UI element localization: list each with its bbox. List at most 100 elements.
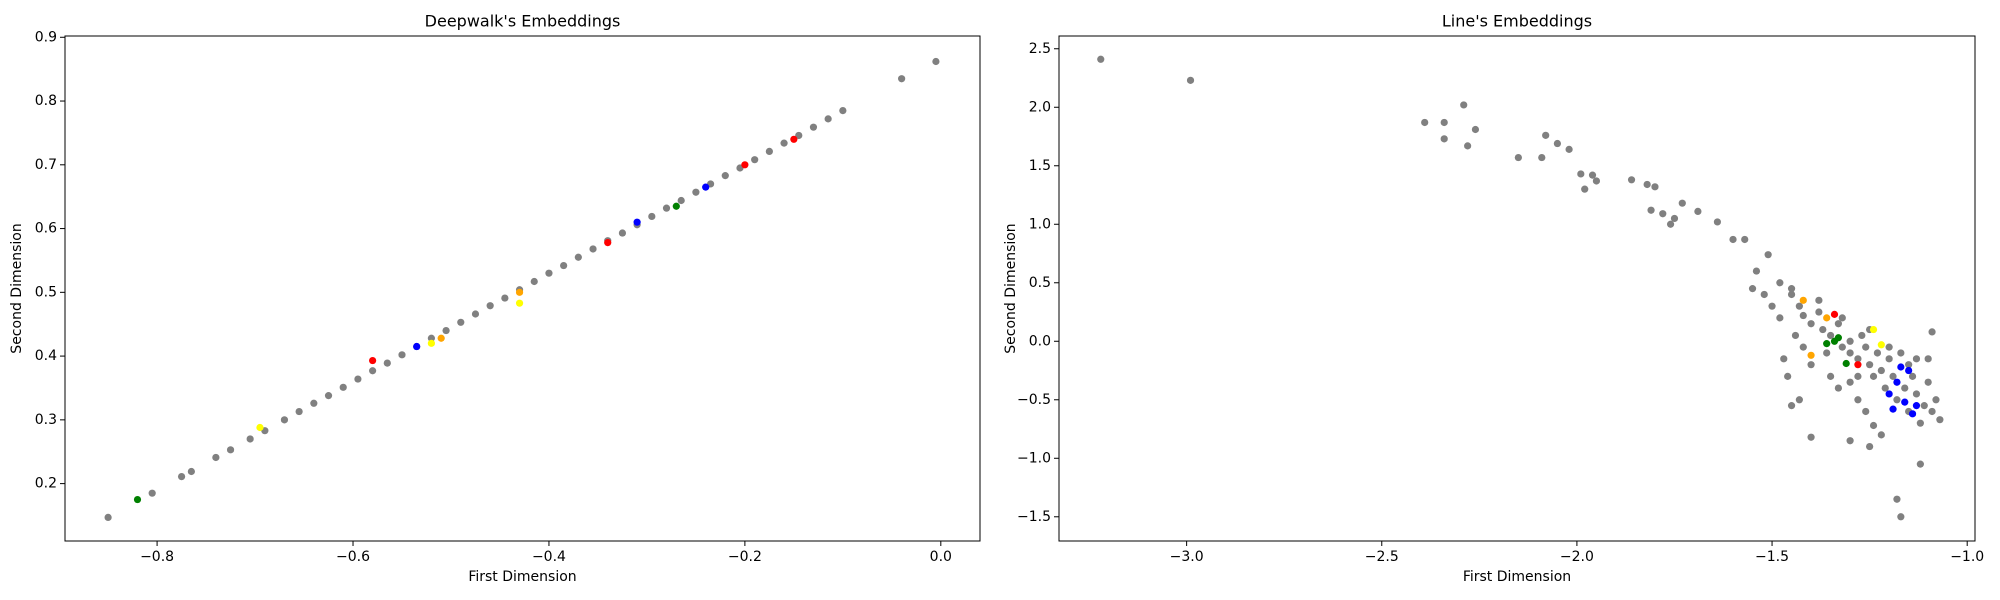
point	[515, 288, 524, 296]
point	[1678, 199, 1686, 207]
point	[1928, 328, 1936, 336]
point	[1651, 183, 1659, 191]
y-tick-label: 0.8	[35, 93, 57, 109]
points	[1097, 55, 1944, 521]
point	[1784, 372, 1792, 380]
point	[1815, 308, 1823, 316]
point	[1421, 118, 1429, 127]
point	[398, 351, 406, 359]
point	[530, 277, 538, 286]
x-tick-label: −1.0	[1950, 549, 1984, 565]
point	[1924, 355, 1932, 363]
point	[1869, 421, 1878, 430]
point	[1787, 285, 1796, 293]
y-tick-label: −0.5	[1017, 392, 1051, 408]
point	[1877, 366, 1885, 375]
point	[1897, 363, 1905, 371]
point	[574, 253, 582, 261]
point	[1881, 384, 1889, 392]
point	[824, 115, 832, 123]
point	[1889, 372, 1897, 380]
point	[1826, 331, 1835, 340]
point	[1908, 372, 1917, 380]
point	[1932, 396, 1940, 404]
point	[1838, 314, 1846, 322]
point	[1647, 206, 1655, 214]
x-axis-label: First Dimension	[1463, 569, 1571, 585]
point	[1908, 410, 1917, 418]
point	[1834, 384, 1842, 392]
point	[427, 334, 435, 342]
x-tick-label: −3.0	[1170, 549, 1204, 565]
point	[1862, 343, 1870, 351]
point	[1581, 185, 1589, 193]
point	[413, 342, 421, 351]
x-tick-label: −0.2	[728, 549, 762, 565]
point	[1577, 170, 1585, 178]
point	[1760, 290, 1768, 299]
point	[501, 294, 509, 302]
point	[1885, 390, 1893, 398]
point	[1666, 220, 1675, 228]
point	[1846, 378, 1854, 386]
y-tick-label: 0.3	[35, 412, 57, 428]
x-tick-label: −2.5	[1365, 549, 1399, 565]
y-axis-label: Second Dimension	[9, 223, 25, 353]
point	[839, 107, 847, 115]
point	[633, 218, 641, 226]
y-tick-label: −1.5	[1017, 509, 1051, 525]
point	[1834, 334, 1842, 342]
point	[1905, 366, 1913, 375]
y-tick-label: 2.5	[1029, 41, 1051, 57]
point	[1752, 267, 1761, 275]
point	[1834, 320, 1842, 328]
point	[662, 204, 671, 212]
y-tick-label: 0.5	[1029, 275, 1051, 291]
point	[1795, 302, 1803, 310]
point	[1858, 331, 1866, 340]
point	[1768, 302, 1776, 310]
point	[1471, 125, 1480, 134]
point	[1588, 171, 1597, 179]
point	[324, 392, 333, 400]
y-tick-label: 0.6	[35, 221, 57, 237]
point	[1893, 495, 1901, 503]
point	[1799, 343, 1807, 351]
point	[310, 399, 318, 407]
point	[427, 339, 435, 347]
point	[1787, 290, 1796, 299]
point	[148, 489, 156, 497]
point	[1741, 235, 1749, 244]
x-tick-label: 0.0	[930, 549, 952, 565]
point	[1866, 361, 1874, 369]
point	[1901, 398, 1909, 406]
point	[1464, 142, 1472, 150]
point	[765, 147, 773, 156]
point	[1787, 402, 1796, 410]
point	[1854, 355, 1862, 363]
point	[790, 135, 798, 143]
point	[1877, 431, 1885, 439]
y-tick-label: 2.0	[1029, 99, 1051, 115]
point	[721, 172, 729, 180]
point	[1823, 340, 1831, 348]
point	[280, 416, 289, 424]
point	[1916, 460, 1924, 468]
point	[1889, 405, 1897, 413]
point	[1542, 131, 1550, 139]
point	[104, 513, 112, 522]
point	[339, 383, 347, 391]
point	[932, 57, 940, 66]
point	[1869, 372, 1878, 380]
point	[1807, 351, 1815, 359]
point	[1799, 296, 1807, 304]
point	[618, 229, 627, 237]
x-tick-label: −0.6	[336, 549, 370, 565]
point	[898, 75, 906, 83]
point	[1643, 180, 1651, 189]
point	[795, 131, 803, 140]
x-tick-label: −0.8	[140, 549, 174, 565]
point	[702, 183, 710, 191]
point	[1912, 355, 1921, 363]
